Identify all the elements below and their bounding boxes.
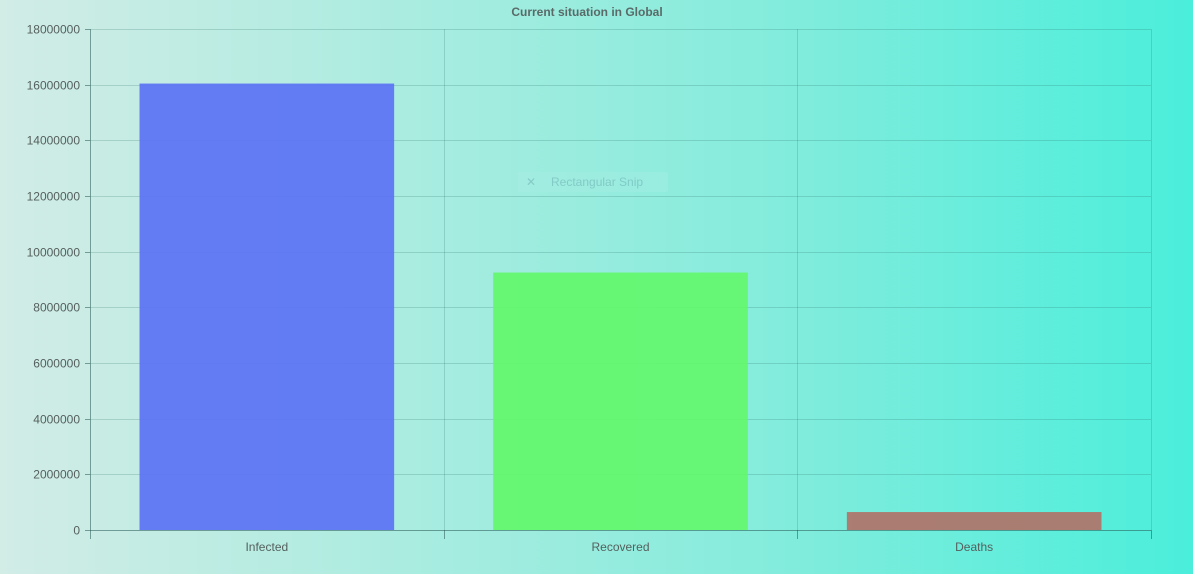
- y-tick-label: 0: [73, 524, 80, 538]
- y-tick-label: 12000000: [27, 190, 81, 204]
- snip-overlay-label: Rectangular Snip: [551, 175, 643, 189]
- y-tick-label: 16000000: [27, 79, 81, 93]
- x-tick-labels: Infected Recovered Deaths: [245, 540, 993, 554]
- y-tick-label: 14000000: [27, 134, 81, 148]
- y-tick-label: 18000000: [27, 23, 81, 37]
- bars: [139, 83, 1102, 530]
- y-tick-label: 4000000: [33, 413, 80, 427]
- snip-overlay: ✕ Rectangular Snip: [518, 172, 668, 192]
- bar-deaths[interactable]: [846, 512, 1102, 530]
- bar-recovered[interactable]: [493, 272, 748, 530]
- chart-title: Current situation in Global: [511, 5, 662, 19]
- y-tick-label: 6000000: [33, 357, 80, 371]
- close-icon: ✕: [526, 175, 536, 189]
- y-tick-label: 2000000: [33, 468, 80, 482]
- x-tick-label: Recovered: [591, 540, 649, 554]
- y-tick-label: 10000000: [27, 246, 81, 260]
- bar-infected[interactable]: [139, 83, 395, 530]
- x-tick-label: Deaths: [955, 540, 993, 554]
- y-tick-labels: 0 2000000 4000000 6000000 8000000 10000000 120…: [27, 23, 81, 538]
- x-tick-label: Infected: [245, 540, 288, 554]
- axes: [85, 29, 1152, 539]
- snip-overlay-box: [518, 172, 668, 192]
- y-tick-label: 8000000: [33, 301, 80, 315]
